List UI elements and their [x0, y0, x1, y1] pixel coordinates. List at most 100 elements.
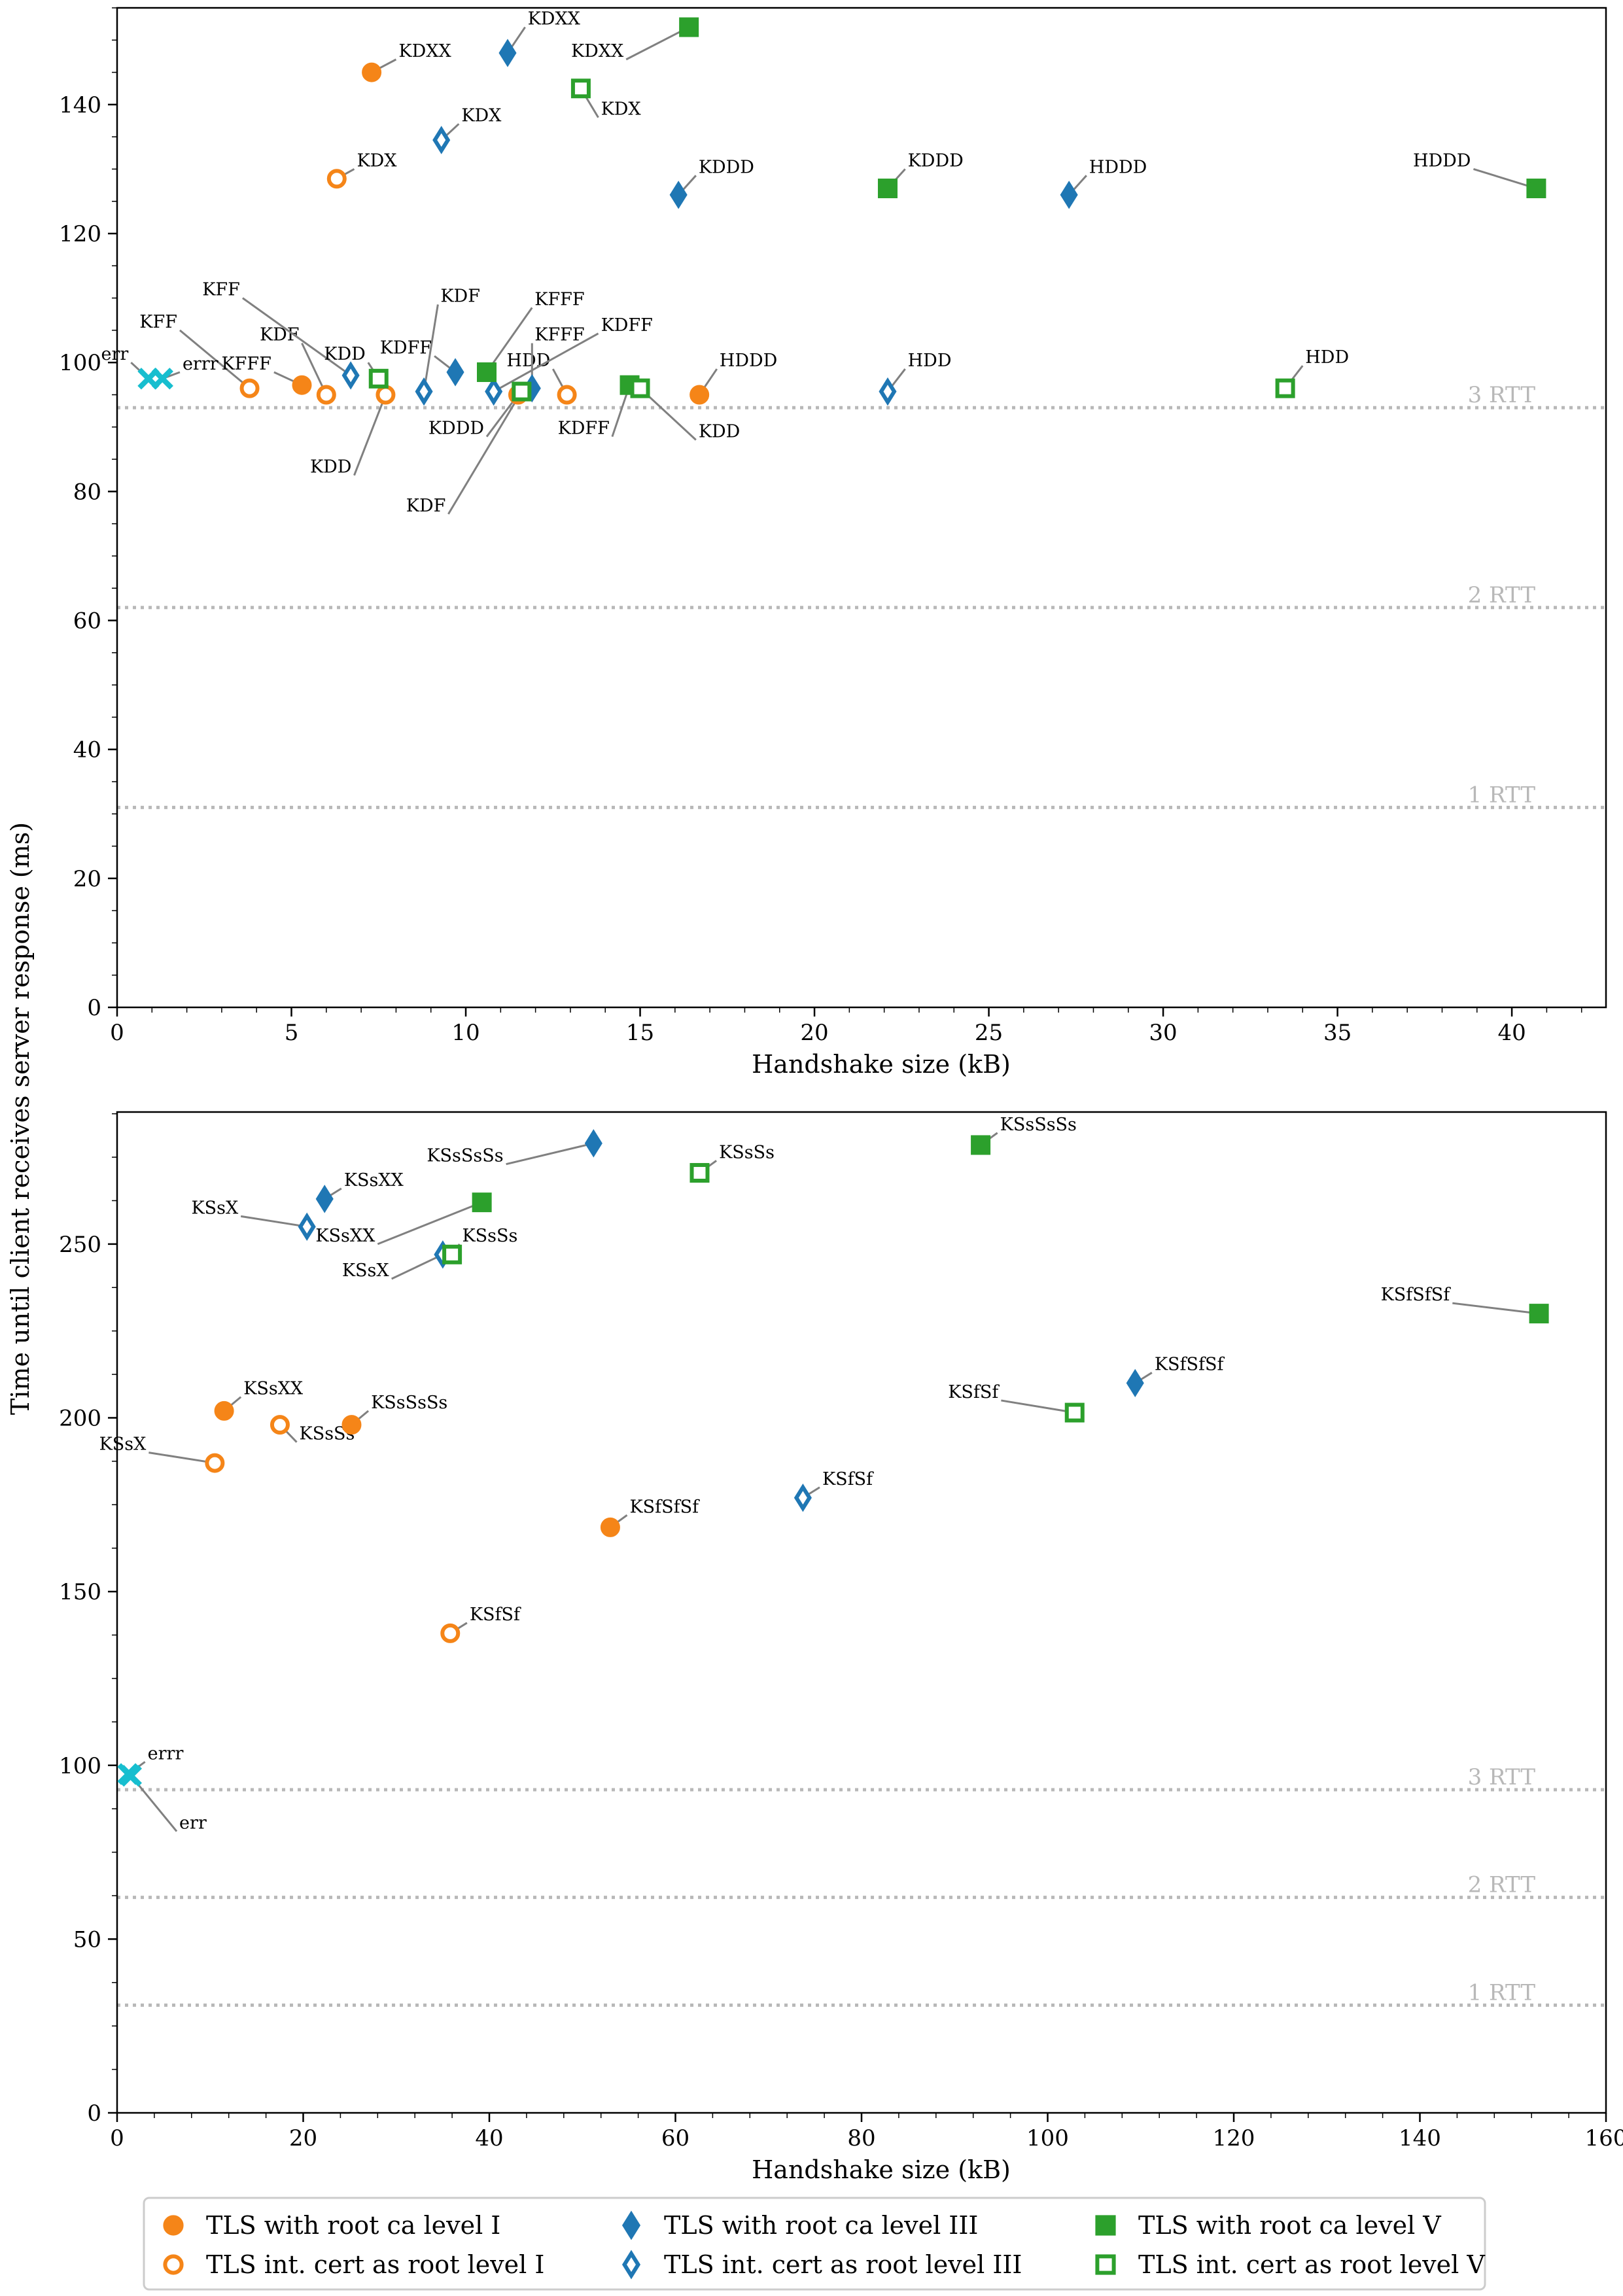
scatter-point	[440, 1623, 461, 1643]
bottom-scatter-panel: 3 RTT 2 RTT 1 RTT 0 20 40 60 80 100 120 140 160 0 50 1…	[59, 1111, 1623, 2184]
point-annotation: KSsSs	[719, 1142, 775, 1162]
legend-entry-label: TLS int. cert as root level I	[206, 2250, 544, 2279]
scatter-point	[137, 368, 160, 390]
point-annotation: KSsXX	[315, 1226, 375, 1246]
x-tick-label: 5	[285, 1020, 299, 1046]
point-annotation: KSsSsSs	[427, 1146, 503, 1166]
rtt-reference-label: 1 RTT	[1468, 1979, 1536, 2006]
scatter-point	[557, 385, 577, 405]
annotation-leader	[353, 394, 387, 476]
scatter-point	[1064, 1402, 1085, 1423]
scatter-point	[205, 1453, 225, 1473]
x-tick-label: 80	[847, 2125, 875, 2151]
scatter-point	[315, 1185, 334, 1213]
scatter-point	[485, 377, 503, 406]
annotation-leader	[447, 391, 523, 515]
annotation-leader	[240, 1215, 307, 1228]
point-annotation: KDXX	[571, 41, 624, 61]
plot-frame	[116, 7, 1607, 1009]
y-tick-label: 100	[59, 1753, 101, 1779]
y-tick-label: 200	[59, 1406, 101, 1432]
legend-marker	[1095, 2215, 1116, 2236]
x-tick-label: 20	[800, 1020, 828, 1046]
y-tick-label: 100	[59, 350, 101, 376]
x-tick-label: 40	[475, 2125, 503, 2151]
annotation-leader	[625, 26, 689, 61]
point-annotation: KFFF	[534, 325, 584, 345]
point-annotation: KSsXX	[344, 1170, 404, 1191]
x-tick-label: 20	[289, 2125, 317, 2151]
annotation-leader	[391, 1253, 444, 1280]
point-annotation: KSfSfSf	[1381, 1285, 1452, 1305]
y-tick-label: 0	[87, 995, 101, 1021]
x-tick-label: 0	[110, 2125, 124, 2151]
point-annotation: KSfSfSf	[1155, 1354, 1225, 1374]
rtt-reference-label: 1 RTT	[1468, 782, 1536, 808]
legend-entry-label: TLS int. cert as root level V	[1138, 2250, 1485, 2279]
legend-marker	[163, 2254, 184, 2275]
point-annotation: KSfSf	[948, 1382, 1000, 1402]
point-annotation: KDX	[601, 99, 642, 120]
legend-entry-label: TLS with root ca level I	[206, 2211, 500, 2240]
annotation-leader	[493, 332, 599, 392]
legend-frame	[143, 2197, 1486, 2291]
annotation-leader	[377, 1201, 483, 1245]
point-annotation: KSsX	[99, 1435, 147, 1455]
point-annotation: HDD	[506, 351, 550, 371]
annotation-leader	[1001, 1399, 1075, 1414]
scatter-point	[1526, 179, 1546, 199]
y-tick-label: 150	[59, 1579, 101, 1605]
x-tick-label: 30	[1149, 1020, 1177, 1046]
y-tick-label: 40	[73, 737, 101, 763]
y-tick-label: 50	[73, 1926, 101, 1953]
scatter-point	[679, 17, 699, 37]
y-tick-label: 140	[59, 92, 101, 118]
scatter-point	[472, 1192, 492, 1213]
y-tick-label: 60	[73, 608, 101, 635]
scatter-point	[298, 1212, 316, 1241]
annotation-leader	[1473, 168, 1537, 190]
scatter-point	[630, 378, 650, 398]
point-annotation: KDFF	[558, 419, 610, 439]
rtt-reference-label: 2 RTT	[1468, 1872, 1536, 1898]
point-annotation: err	[179, 1813, 207, 1834]
legend-marker	[621, 2210, 641, 2240]
scatter-point	[477, 362, 497, 382]
y-axis-label: Time until client receives server respon…	[6, 822, 35, 1415]
point-annotation: KSfSf	[470, 1605, 521, 1625]
scatter-point	[292, 375, 312, 395]
y-tick-label: 120	[59, 221, 101, 247]
legend-entry-label: TLS int. cert as root level III	[664, 2250, 1022, 2279]
point-annotation: KDXX	[398, 41, 451, 61]
x-tick-label: 10	[451, 1020, 480, 1046]
annotation-leader	[242, 297, 351, 377]
scatter-point	[498, 39, 517, 67]
legend: TLS with root ca level I TLS int. cert as…	[143, 2197, 1486, 2291]
point-annotation: KDD	[310, 457, 351, 478]
x-axis-label: Handshake size (kB)	[752, 1050, 1011, 1079]
point-annotation: KSsSsSs	[371, 1393, 447, 1413]
annotation-leader	[179, 329, 251, 389]
point-annotation: KSsX	[191, 1198, 239, 1218]
point-annotation: HDDD	[720, 351, 778, 371]
legend-marker	[621, 2250, 641, 2280]
point-annotation: KDD	[699, 421, 740, 442]
point-annotation: KSsSsSs	[1000, 1115, 1077, 1135]
point-annotation: KDDD	[699, 157, 754, 177]
point-annotation: KSsSs	[462, 1226, 517, 1246]
point-annotation: KFF	[202, 280, 240, 300]
point-annotation: KDDD	[908, 150, 964, 171]
point-annotation: errr	[148, 1743, 184, 1764]
y-tick-label: 80	[73, 479, 101, 505]
point-annotation: HDDD	[1413, 150, 1471, 171]
rtt-reference-label: 3 RTT	[1468, 1764, 1536, 1790]
scatter-point	[362, 62, 382, 82]
scatter-point	[442, 1244, 462, 1264]
scatter-point	[794, 1484, 812, 1512]
scatter-point	[879, 377, 897, 406]
scatter-point	[689, 385, 710, 405]
point-annotation: KDF	[406, 496, 446, 516]
point-annotation: KSfSfSf	[630, 1497, 701, 1517]
point-annotation: KSsX	[342, 1261, 390, 1281]
